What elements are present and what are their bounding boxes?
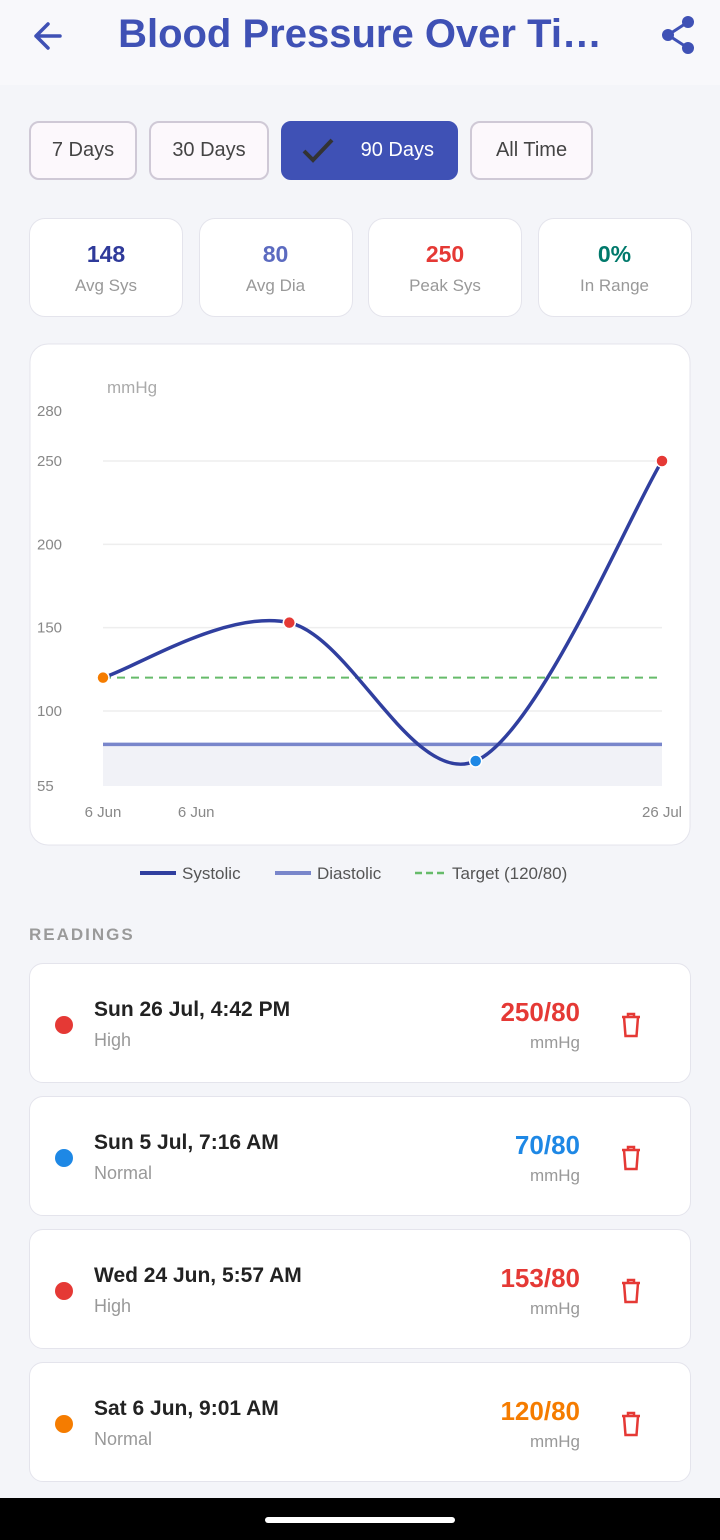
y-tick-label: 55 xyxy=(37,778,54,795)
stat-value: 148 xyxy=(86,241,126,267)
title: Blood Pressure Over Ti… xyxy=(118,12,602,56)
chart-card xyxy=(29,343,691,846)
legend-label: Target (120/80) xyxy=(452,864,567,883)
app-bar xyxy=(0,0,720,85)
delete-button[interactable] xyxy=(620,1411,642,1437)
stat-label: Avg Dia xyxy=(245,276,306,295)
stat-card: 148 Avg Sys xyxy=(29,218,183,317)
low-region xyxy=(103,744,662,786)
filter-chip[interactable]: 90 Days xyxy=(281,121,458,180)
filter-chip[interactable]: All Time xyxy=(470,121,593,180)
status-dot xyxy=(55,1415,73,1433)
share-button[interactable] xyxy=(658,14,700,56)
reading-value: 70/80 xyxy=(514,1130,580,1160)
reading-date: Sun 26 Jul, 4:42 PM xyxy=(94,998,291,1021)
reading-status: High xyxy=(94,1030,132,1050)
stat-label: Peak Sys xyxy=(409,276,481,295)
stat-value: 80 xyxy=(262,241,289,267)
reading-card[interactable]: Sat 6 Jun, 9:01 AM Normal 120/80 mmHg xyxy=(29,1362,691,1482)
filter-label: 30 Days xyxy=(172,139,246,161)
reading-value: 153/80 xyxy=(500,1263,580,1293)
y-tick-label: 250 xyxy=(37,453,62,470)
reading-status: High xyxy=(94,1296,132,1316)
y-axis-label: mmHg xyxy=(107,378,157,397)
chart: mmHg 55 100 150 200 250 280 6 Jun 6 Jun 26 Jul Sys… xyxy=(29,343,691,883)
delete-button[interactable] xyxy=(620,1278,642,1304)
reading-card[interactable]: Sun 26 Jul, 4:42 PM High 250/80 mmHg xyxy=(29,963,691,1083)
reading-unit: mmHg xyxy=(529,1166,580,1185)
reading-date: Wed 24 Jun, 5:57 AM xyxy=(94,1264,302,1287)
status-dot xyxy=(55,1149,73,1167)
filter-label: All Time xyxy=(495,139,568,161)
stat-value: 0% xyxy=(597,241,632,267)
systolic-line xyxy=(102,460,664,766)
reading-unit: mmHg xyxy=(529,1432,580,1451)
stat-card: 0% In Range xyxy=(537,218,692,317)
data-point xyxy=(282,615,297,630)
section-title: READINGS xyxy=(29,925,135,944)
filter-label: 90 Days xyxy=(360,139,434,161)
status-dot xyxy=(55,1282,73,1300)
reading-value: 120/80 xyxy=(500,1396,580,1426)
data-point xyxy=(468,754,483,768)
stat-card: 250 Peak Sys xyxy=(368,218,522,317)
reading-card[interactable]: Sun 5 Jul, 7:16 AM Normal 70/80 mmHg xyxy=(29,1096,691,1216)
y-tick-label: 200 xyxy=(37,536,62,553)
reading-date: Sat 6 Jun, 9:01 AM xyxy=(94,1397,279,1420)
home-indicator xyxy=(265,1517,455,1523)
reading-status: Normal xyxy=(94,1429,153,1449)
filter-chip[interactable]: 30 Days xyxy=(149,121,269,180)
stat-label: In Range xyxy=(580,276,649,295)
stat-label: Avg Sys xyxy=(74,276,138,295)
delete-button[interactable] xyxy=(620,1012,642,1038)
reading-status: Normal xyxy=(94,1163,153,1183)
filter-chip[interactable]: 7 Days xyxy=(29,121,137,180)
status-dot xyxy=(55,1016,73,1034)
x-tick-label: 26 Jul xyxy=(642,804,682,821)
legend-label: Diastolic xyxy=(317,864,382,883)
y-tick-label: 100 xyxy=(37,703,62,720)
back-button[interactable] xyxy=(30,18,70,54)
reading-unit: mmHg xyxy=(529,1033,580,1052)
data-point xyxy=(96,670,110,685)
stat-card: 80 Avg Dia xyxy=(198,218,353,317)
reading-date: Sun 5 Jul, 7:16 AM xyxy=(94,1131,279,1154)
stat-value: 250 xyxy=(425,241,465,267)
legend-label: Systolic xyxy=(182,864,241,883)
reading-card[interactable]: Wed 24 Jun, 5:57 AM High 153/80 mmHg xyxy=(29,1229,691,1349)
reading-unit: mmHg xyxy=(529,1299,580,1318)
y-tick-label: 150 xyxy=(37,620,62,637)
check-icon xyxy=(302,138,334,163)
filter-label: 7 Days xyxy=(51,139,115,161)
data-point xyxy=(655,454,669,468)
y-tick-label: 280 xyxy=(37,403,62,420)
x-tick-label: 6 Jun xyxy=(85,804,122,821)
reading-value: 250/80 xyxy=(500,997,580,1027)
delete-button[interactable] xyxy=(620,1145,642,1171)
x-tick-label: 6 Jun xyxy=(178,804,215,821)
